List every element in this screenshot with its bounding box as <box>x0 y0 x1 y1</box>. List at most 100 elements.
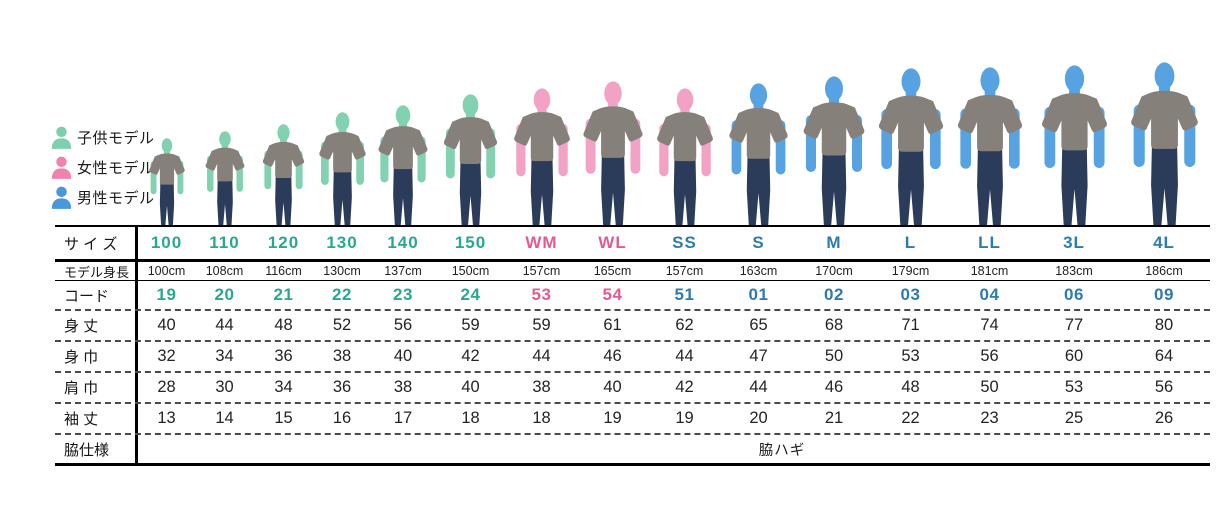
row-size-cell-120: 120 <box>267 233 300 252</box>
model-figure-WL <box>578 81 648 226</box>
row-code-cell-100: 19 <box>156 285 177 304</box>
row-size-cell-150: 150 <box>454 233 487 252</box>
model-figure-130 <box>315 112 370 226</box>
row-model-height: モデル身長 100cm 108cm 116cm 130cm 137cm 150cm 157cm… <box>55 259 1210 280</box>
row-sleeve-length-cell-110: 14 <box>215 409 234 427</box>
row-size-cell-LL: LL <box>978 233 1001 252</box>
row-side-spec: 脇仕様 脇ハギ <box>55 433 1210 463</box>
row-body-length-cell-L: 71 <box>901 316 920 334</box>
row-sleeve-length-cell-100: 13 <box>157 409 176 427</box>
row-code-cell-WL: 54 <box>602 285 623 304</box>
row-size-cell-L: L <box>904 233 917 252</box>
model-figure-WM <box>509 88 575 226</box>
row-body-length: 身 丈 40 44 48 52 56 59 59 61 62 65 68 71 74 77 80 <box>55 309 1210 340</box>
row-shoulder-width-cell-S: 44 <box>749 378 768 396</box>
row-sleeve-length-cell-L: 22 <box>901 409 920 427</box>
model-figure-100 <box>146 138 188 226</box>
row-body-width-cell-120: 36 <box>274 347 293 365</box>
row-sleeve-length-cell-3L: 25 <box>1064 409 1084 427</box>
row-body-length-cell-M: 68 <box>824 316 844 334</box>
size-spec-table: サ イ ズ 100 110 120 130 140 150 WM WL SS S M L LL 3L 4L モデ… <box>55 225 1210 466</box>
row-sleeve-length-cell-LL: 23 <box>980 409 999 427</box>
legend-item-woman: 女性モデル <box>51 154 155 181</box>
row-body-width-cell-130: 38 <box>332 347 352 365</box>
row-code-cell-150: 24 <box>460 285 481 304</box>
row-body-length-cell-100: 40 <box>157 316 176 334</box>
row-body-width-cell-S: 47 <box>749 347 768 365</box>
row-side-spec-label: 脇仕様 <box>55 435 138 463</box>
row-body-width-label: 身 巾 <box>55 342 138 371</box>
row-model-height-cell-LL: 181cm <box>970 264 1009 278</box>
row-body-width-cell-WL: 46 <box>603 347 622 365</box>
row-model-height-cell-3L: 183cm <box>1055 264 1093 278</box>
row-sleeve-length-cell-WL: 19 <box>603 409 622 427</box>
row-shoulder-width-cell-110: 30 <box>215 378 234 396</box>
legend-label-child: 子供モデル <box>77 130 155 147</box>
model-figure-SS <box>652 88 718 226</box>
row-code-cell-4L: 09 <box>1154 285 1174 304</box>
model-figure-LL <box>952 67 1028 226</box>
row-sleeve-length-cell-SS: 19 <box>675 409 694 427</box>
row-size-cell-110: 110 <box>209 233 240 252</box>
legend-label-woman: 女性モデル <box>77 160 155 177</box>
row-shoulder-width-label: 肩 巾 <box>55 373 138 402</box>
row-code-cell-L: 03 <box>900 285 921 304</box>
row-model-height-cell-100: 100cm <box>147 264 186 278</box>
row-model-height-cell-4L: 186cm <box>1145 264 1183 278</box>
row-model-height-cell-120: 116cm <box>265 264 302 278</box>
row-size-cell-S: S <box>752 233 765 252</box>
row-body-width-cell-3L: 60 <box>1064 347 1084 365</box>
row-sleeve-length-cell-WM: 18 <box>532 409 551 427</box>
row-body-length-cell-SS: 62 <box>675 316 694 334</box>
row-model-height-cell-WL: 165cm <box>593 264 632 278</box>
row-body-width-cell-100: 32 <box>157 347 176 365</box>
row-body-width-cell-150: 42 <box>461 347 480 365</box>
row-body-width-cell-110: 34 <box>215 347 234 365</box>
model-figure-4L <box>1125 62 1204 226</box>
row-sleeve-length-cell-M: 21 <box>824 409 844 427</box>
row-model-height-cell-130: 130cm <box>323 264 361 278</box>
row-shoulder-width-cell-140: 38 <box>393 378 413 396</box>
row-size-cell-3L: 3L <box>1063 233 1085 252</box>
row-code-label: コード <box>55 281 138 309</box>
row-body-length-cell-WL: 61 <box>603 316 622 334</box>
row-sleeve-length: 袖 丈 13 14 15 16 17 18 18 19 19 20 21 22 23 25 26 <box>55 402 1210 433</box>
row-code-cell-WM: 53 <box>531 285 552 304</box>
row-code-cell-110: 20 <box>214 285 235 304</box>
row-code-cell-130: 22 <box>332 285 352 304</box>
row-shoulder-width-cell-150: 40 <box>461 378 480 396</box>
row-body-length-cell-WM: 59 <box>532 316 551 334</box>
row-sleeve-length-cell-130: 16 <box>332 409 352 427</box>
row-body-length-label: 身 丈 <box>55 311 138 340</box>
row-sleeve-length-cell-120: 15 <box>274 409 293 427</box>
row-body-length-cell-4L: 80 <box>1154 316 1174 334</box>
row-shoulder-width-cell-LL: 50 <box>980 378 999 396</box>
model-figure-150 <box>439 94 502 226</box>
row-size-cell-130: 130 <box>326 233 358 252</box>
row-size-cell-SS: SS <box>672 233 697 252</box>
row-body-length-cell-130: 52 <box>332 316 352 334</box>
model-legend: 子供モデル 女性モデル 男性モデル <box>51 124 155 214</box>
row-shoulder-width-cell-4L: 56 <box>1154 378 1174 396</box>
row-size-cell-M: M <box>826 233 842 252</box>
row-code-cell-M: 02 <box>824 285 844 304</box>
row-size-cell-WL: WL <box>598 233 627 252</box>
model-figure-L <box>873 68 949 226</box>
row-body-width-cell-4L: 64 <box>1154 347 1174 365</box>
row-size-cell-WM: WM <box>525 233 558 252</box>
row-model-height-cell-M: 170cm <box>815 264 853 278</box>
row-shoulder-width-cell-L: 48 <box>901 378 920 396</box>
row-model-height-cell-110: 108cm <box>205 264 244 278</box>
model-figures-strip <box>0 0 1231 226</box>
row-code-cell-120: 21 <box>273 285 294 304</box>
row-sleeve-length-cell-150: 18 <box>461 409 480 427</box>
row-shoulder-width-cell-100: 28 <box>157 378 176 396</box>
row-model-height-cell-S: 163cm <box>739 264 778 278</box>
legend-item-man: 男性モデル <box>51 184 155 211</box>
row-body-width-cell-140: 40 <box>393 347 413 365</box>
row-shoulder-width-cell-130: 36 <box>332 378 352 396</box>
person-bust-icon <box>51 186 72 209</box>
row-body-width-cell-WM: 44 <box>532 347 551 365</box>
row-body-width-cell-M: 50 <box>824 347 844 365</box>
